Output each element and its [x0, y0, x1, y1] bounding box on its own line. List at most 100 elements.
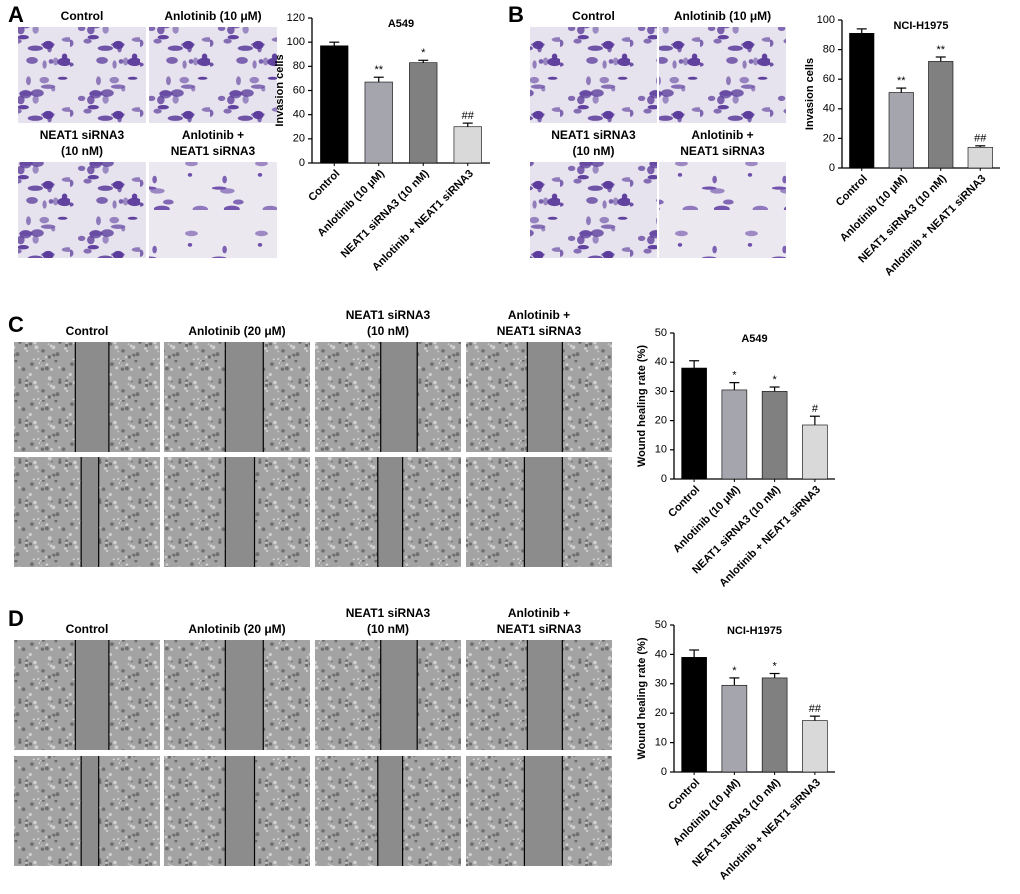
image-label: Control	[66, 622, 109, 636]
bar	[409, 62, 438, 164]
significance: *	[772, 374, 777, 386]
y-axis-label: Invasion cells	[274, 54, 286, 126]
wound-gap	[380, 342, 418, 452]
image-label: Anlotinib (20 μM)	[188, 622, 285, 636]
wound-gap	[524, 756, 563, 866]
y-tick-label: 0	[661, 473, 667, 485]
wound-gap	[225, 457, 255, 567]
y-tick-label: 50	[655, 619, 667, 631]
image-label: (10 nM)	[61, 144, 103, 158]
y-tick-label: 20	[293, 133, 305, 145]
image-label: Anlotinib (20 μM)	[188, 324, 285, 338]
bar	[802, 424, 828, 480]
y-tick-label: 10	[655, 737, 667, 749]
chart-title: A549	[741, 333, 767, 345]
significance: *	[732, 370, 737, 382]
significance: *	[732, 665, 737, 677]
image-label: NEAT1 siRNA3	[497, 622, 582, 636]
image-label: (10 nM)	[367, 622, 409, 636]
bar	[721, 389, 748, 480]
image-label: Control	[66, 324, 109, 338]
micrograph	[659, 27, 786, 123]
bar	[849, 33, 875, 169]
y-tick-label: 100	[817, 14, 835, 26]
image-label: NEAT1 siRNA3	[497, 324, 582, 338]
y-tick-label: 80	[293, 60, 305, 72]
x-tick-label: Anlotinib (10 μM)	[838, 172, 910, 244]
significance: **	[897, 75, 906, 87]
y-tick-label: 50	[655, 327, 667, 339]
bar	[453, 126, 482, 164]
image-label: Control	[572, 9, 615, 23]
wound-gap	[75, 342, 109, 452]
x-tick-label: Control	[834, 173, 870, 209]
wound-gap	[225, 640, 264, 750]
wound-gap	[524, 457, 563, 567]
bar	[320, 45, 349, 164]
y-axis-label: Invasion cells	[804, 58, 816, 130]
image-label: Anlotinib +	[508, 308, 570, 322]
bar	[761, 677, 788, 773]
chart-title: A549	[388, 18, 414, 30]
image-label: Anlotinib +	[182, 128, 244, 142]
image-label: Anlotinib (10 μM)	[164, 9, 261, 23]
image-label: (10 nM)	[573, 144, 615, 158]
y-tick-label: 20	[655, 707, 667, 719]
wound-gap	[225, 756, 255, 866]
chart-title: NCI-H1975	[727, 625, 782, 637]
image-label: Control	[61, 9, 104, 23]
wound-gap	[380, 640, 418, 750]
image-label: NEAT1 siRNA3	[40, 128, 125, 142]
y-tick-label: 80	[823, 44, 835, 56]
significance: **	[936, 44, 945, 56]
wound-gap	[81, 457, 99, 567]
x-tick-label: Control	[666, 484, 702, 520]
wound-gap	[527, 342, 563, 452]
panel-letter: A	[8, 2, 24, 27]
micrograph	[18, 162, 146, 258]
image-label: Anlotinib +	[691, 128, 753, 142]
bar	[967, 146, 993, 169]
significance: ##	[462, 110, 475, 122]
bar	[761, 391, 788, 480]
x-tick-label: Anlotinib (10 μM)	[671, 483, 743, 555]
image-label: Anlotinib +	[508, 606, 570, 620]
bar	[888, 92, 914, 169]
bar	[928, 61, 954, 169]
bar	[681, 657, 707, 773]
wound-gap	[377, 457, 403, 567]
bar	[721, 684, 748, 773]
panel-letter: D	[8, 606, 24, 631]
wound-gap	[225, 342, 264, 452]
y-tick-label: 40	[655, 648, 667, 660]
y-tick-label: 40	[823, 103, 835, 115]
wound-gap	[527, 640, 563, 750]
significance: #	[812, 403, 819, 415]
y-tick-label: 10	[655, 444, 667, 456]
y-axis-label: Wound healing rate (%)	[636, 345, 648, 467]
image-label: Anlotinib (10 μM)	[674, 9, 771, 23]
y-tick-label: 60	[823, 73, 835, 85]
y-tick-label: 30	[655, 385, 667, 397]
image-label: NEAT1 siRNA3	[346, 606, 431, 620]
panel-letter: C	[8, 312, 24, 337]
y-tick-label: 20	[823, 132, 835, 144]
bar	[802, 720, 828, 773]
significance: **	[374, 64, 383, 76]
image-label: (10 nM)	[367, 324, 409, 338]
significance: ##	[974, 133, 987, 145]
micrograph	[530, 162, 657, 258]
micrograph	[149, 162, 277, 258]
x-tick-label: NEAT1 siRNA3 (10 nM)	[339, 167, 432, 260]
image-label: NEAT1 siRNA3	[551, 128, 636, 142]
bar	[681, 367, 707, 480]
significance: *	[772, 660, 777, 672]
y-tick-label: 30	[655, 678, 667, 690]
micrograph	[659, 162, 786, 258]
wound-gap	[81, 756, 99, 866]
image-label: NEAT1 siRNA3	[680, 144, 765, 158]
wound-gap	[75, 640, 109, 750]
x-tick-label: Control	[306, 168, 342, 204]
x-tick-label: Control	[666, 777, 702, 813]
